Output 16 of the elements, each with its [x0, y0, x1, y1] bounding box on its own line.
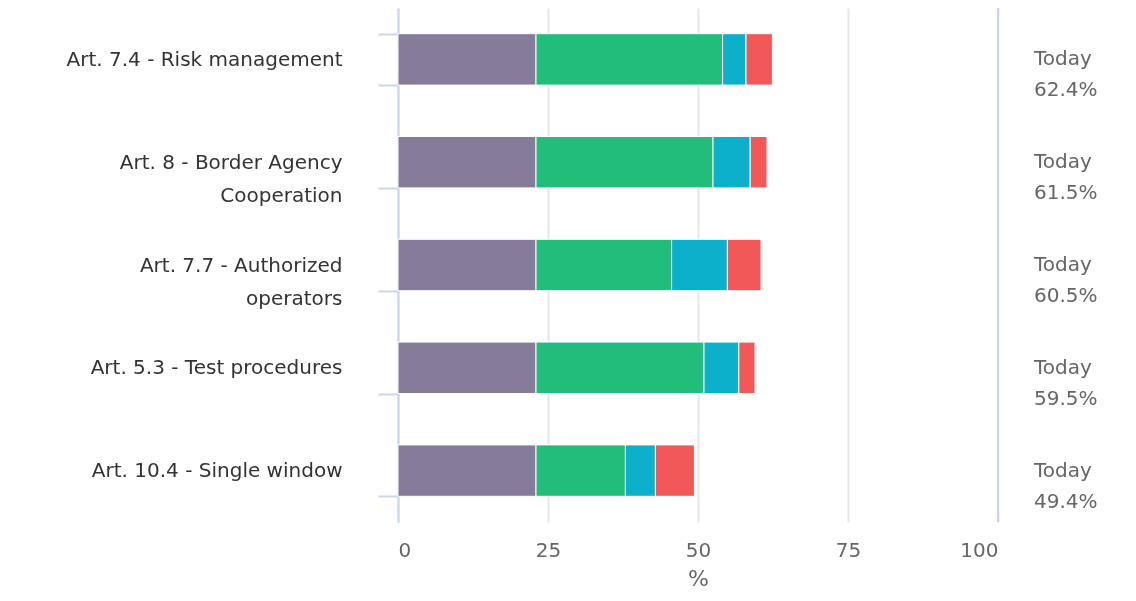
x-axis-title: % — [688, 565, 709, 591]
y-tick-label: Art. 5.3 - Test procedures — [90, 355, 343, 380]
y-tick-label: Art. 7.7 - Authorized operators — [139, 252, 343, 310]
x-tick-label: 75 — [835, 537, 862, 562]
x-tick-label: 0 — [398, 537, 412, 562]
text: Today 49.4% — [1033, 457, 1098, 513]
y-tick-label: Art. 10.4 - Single window — [91, 458, 343, 483]
text: Today 62.4% — [1033, 46, 1098, 102]
text: Today 59.5% — [1033, 354, 1098, 410]
x-tick-label: 25 — [535, 537, 562, 562]
text: Today 61.5% — [1033, 149, 1098, 205]
x-tick-label: 100 — [960, 537, 999, 562]
y-tick-label: Art. 7.4 - Risk management — [66, 46, 343, 71]
text: Today 60.5% — [1033, 252, 1098, 307]
x-tick-label: 50 — [685, 537, 712, 562]
y-tick-label: Art. 8 - Border Agency Cooperation — [119, 149, 343, 207]
